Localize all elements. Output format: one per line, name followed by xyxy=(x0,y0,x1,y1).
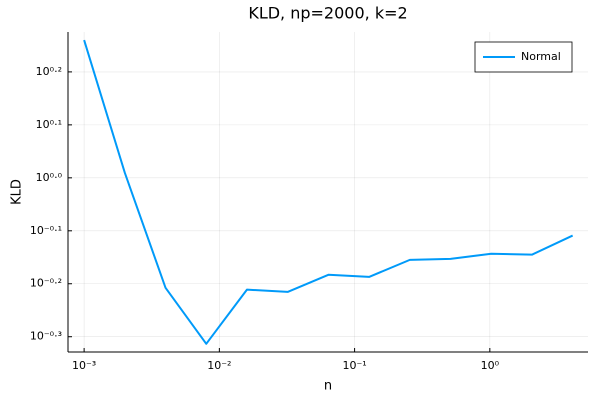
y-tick-label: 10⁰·² xyxy=(36,65,62,78)
x-tick-label: 10⁻¹ xyxy=(342,359,366,372)
y-tick-label: 10⁻⁰·³ xyxy=(30,330,62,343)
y-tick-label: 10⁰·¹ xyxy=(36,118,62,131)
x-tick-label: 10⁰ xyxy=(481,359,500,372)
chart-title: KLD, np=2000, k=2 xyxy=(248,4,407,23)
y-tick-label: 10⁰·⁰ xyxy=(36,171,63,184)
y-tick-label: 10⁻⁰·² xyxy=(30,277,62,290)
x-tick-label: 10⁻² xyxy=(207,359,231,372)
y-tick-label: 10⁻⁰·¹ xyxy=(30,224,62,237)
x-tick-label: 10⁻³ xyxy=(72,359,96,372)
legend-label: Normal xyxy=(521,50,561,63)
x-axis-label: n xyxy=(324,379,332,394)
data-line xyxy=(83,39,574,345)
y-axis-label: KLD xyxy=(10,179,25,205)
